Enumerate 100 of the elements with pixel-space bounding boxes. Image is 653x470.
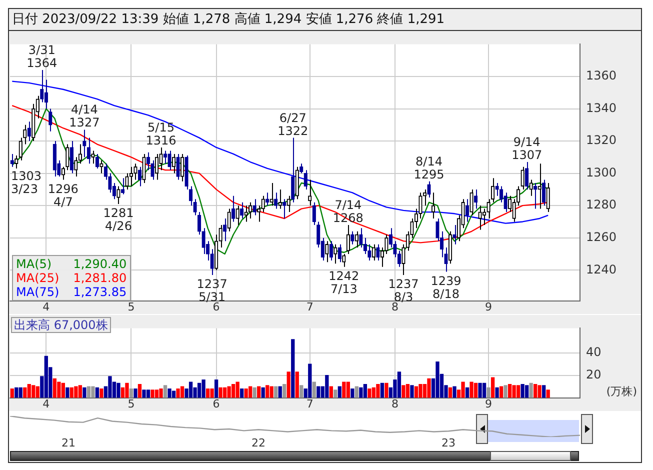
x-tick-label: 5 — [128, 300, 135, 314]
bar — [116, 382, 120, 398]
bar — [27, 384, 31, 398]
annotation: 1296 4/7 — [48, 182, 78, 209]
bar — [248, 386, 252, 398]
bar — [82, 387, 86, 398]
bar — [482, 382, 486, 398]
bar — [252, 387, 256, 398]
bar — [499, 386, 504, 398]
bar — [546, 390, 550, 398]
candlestick — [202, 228, 206, 254]
candlestick — [125, 172, 129, 190]
bar — [448, 387, 452, 398]
bar — [478, 382, 482, 398]
bar — [334, 390, 338, 398]
bar — [520, 384, 524, 398]
candlestick — [520, 166, 524, 190]
bar — [95, 387, 100, 398]
candlestick — [534, 182, 538, 210]
bar — [57, 382, 61, 398]
y-tick-label: 1240 — [586, 262, 617, 276]
bar — [240, 388, 244, 398]
candlestick — [291, 137, 295, 203]
candlestick — [300, 163, 304, 174]
bar — [316, 386, 320, 398]
bar — [278, 386, 282, 398]
candlestick — [168, 150, 172, 171]
candlestick — [74, 156, 78, 178]
candlestick — [134, 163, 138, 180]
bar — [354, 386, 359, 398]
candlestick — [525, 162, 529, 190]
bar — [538, 385, 542, 398]
candlestick — [359, 228, 363, 248]
candlestick — [538, 163, 542, 210]
chart-title: 日付 2023/09/22 13:39 始値 1,278 高値 1,294 安値 1,276 終値 1,291 — [9, 9, 641, 31]
annotation: 6/27 1322 — [278, 110, 308, 138]
candlestick — [86, 137, 91, 164]
bar — [231, 384, 236, 398]
candlestick — [529, 179, 533, 196]
bar — [227, 386, 231, 398]
bar — [159, 388, 163, 398]
x-tick-label: 7 — [306, 397, 314, 410]
candlestick — [218, 224, 222, 248]
bar — [295, 372, 299, 398]
candlestick — [325, 240, 329, 263]
bar — [23, 387, 27, 398]
candlestick — [236, 205, 240, 226]
bar — [427, 378, 431, 398]
bar — [350, 388, 354, 398]
bar — [100, 388, 104, 398]
y-tick-label: 40 — [586, 345, 602, 360]
text: MA(5) 1,290.40 — [16, 257, 127, 271]
bar — [142, 390, 146, 398]
x-tick-label: 22 — [251, 436, 266, 450]
bar — [138, 384, 142, 398]
annotation: 8/14 1295 — [414, 154, 444, 182]
candlestick — [82, 129, 86, 158]
bar — [384, 382, 388, 398]
x-tick-label: 5 — [128, 397, 135, 410]
candlestick — [227, 208, 231, 232]
candlestick — [338, 244, 342, 263]
bar — [10, 388, 14, 398]
bar — [308, 364, 312, 398]
bar — [470, 382, 474, 398]
bar — [372, 387, 376, 398]
bar — [529, 382, 533, 398]
candlestick — [40, 70, 44, 103]
candlestick — [368, 244, 372, 261]
bar — [78, 385, 82, 398]
candlestick — [138, 166, 142, 187]
y-tick-label: 1320 — [586, 133, 617, 148]
chart-title: 出来高 67,000株 — [11, 317, 111, 333]
bar — [410, 385, 414, 398]
bar — [172, 390, 176, 398]
candlestick — [418, 192, 422, 219]
bar — [346, 382, 350, 398]
candlestick — [308, 179, 312, 206]
bar — [163, 385, 168, 398]
bar — [218, 387, 222, 398]
y-tick-label: 20 — [586, 367, 602, 382]
bar — [18, 387, 22, 398]
candlestick — [100, 160, 104, 174]
candlestick — [129, 166, 134, 187]
bar — [338, 386, 342, 398]
candlestick — [10, 153, 14, 168]
candlestick — [116, 186, 120, 204]
candlestick — [48, 108, 52, 132]
bar — [376, 384, 380, 398]
candlestick — [329, 240, 333, 261]
candlestick — [176, 153, 180, 180]
bar — [300, 385, 304, 398]
bar — [188, 382, 193, 398]
bar — [134, 388, 138, 398]
bar — [474, 382, 478, 398]
y-tick-label: 1260 — [586, 230, 617, 244]
candlestick — [350, 230, 354, 245]
bar — [176, 388, 180, 398]
bar — [363, 384, 368, 398]
x-tick-label: 7 — [306, 300, 314, 314]
bar — [342, 382, 346, 398]
